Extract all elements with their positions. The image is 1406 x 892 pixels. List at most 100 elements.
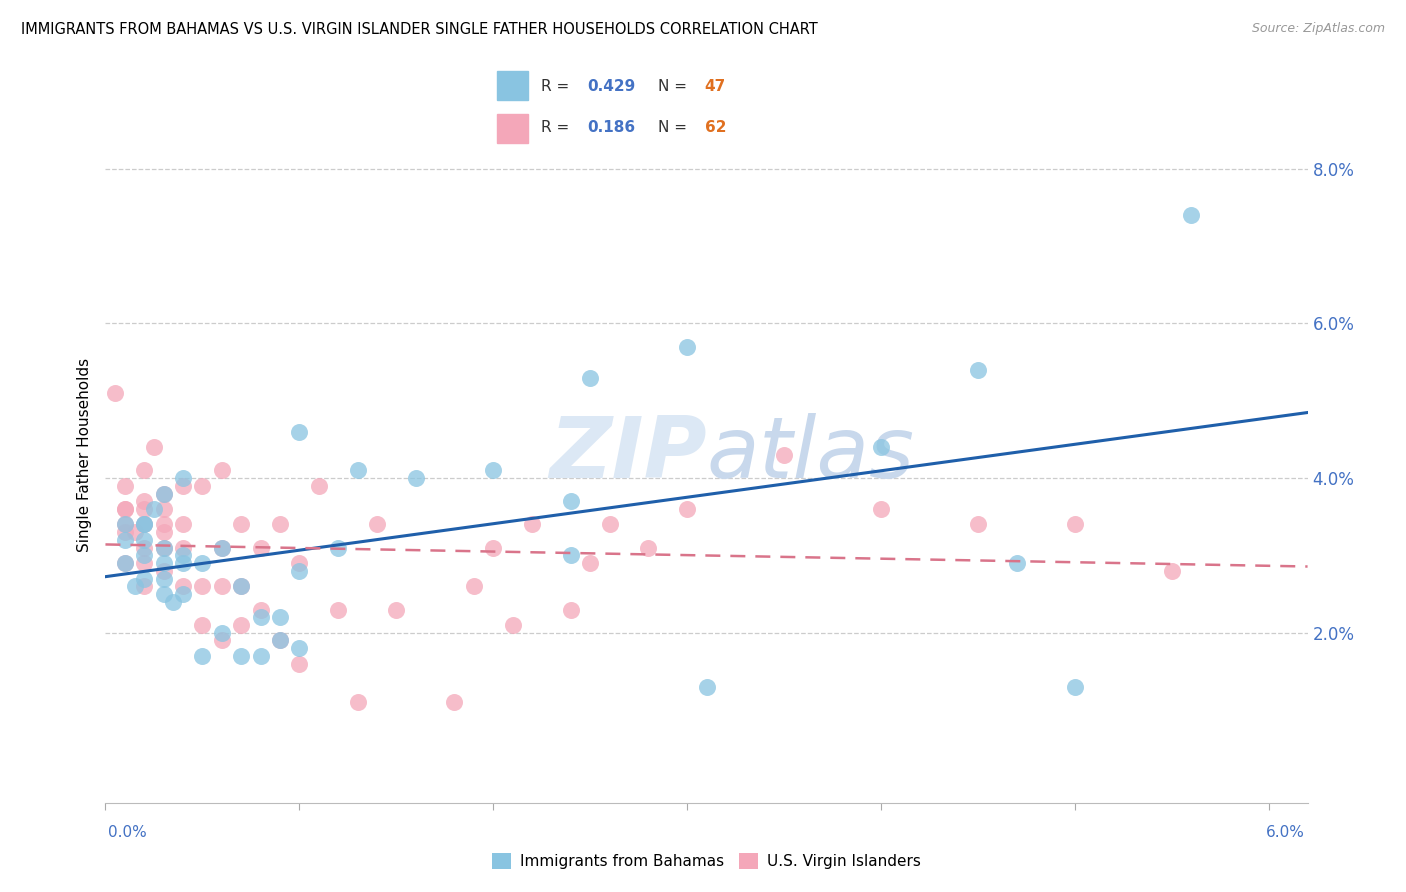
Point [269, 517, 291, 532]
Point [211, 541, 233, 555]
Point [463, 579, 485, 593]
Point [288, 556, 311, 570]
Point [134, 541, 156, 555]
Point [142, 440, 165, 454]
Point [114, 525, 136, 540]
Point [124, 525, 146, 540]
Point [520, 517, 543, 532]
Point [172, 479, 194, 493]
Text: IMMIGRANTS FROM BAHAMAS VS U.S. VIRGIN ISLANDER SINGLE FATHER HOUSEHOLDS CORRELA: IMMIGRANTS FROM BAHAMAS VS U.S. VIRGIN I… [21, 22, 818, 37]
Point [560, 549, 582, 563]
Point [249, 648, 271, 663]
Point [152, 517, 174, 532]
Point [172, 556, 194, 570]
Text: 6.0%: 6.0% [1265, 825, 1305, 839]
Point [191, 648, 214, 663]
Point [152, 587, 174, 601]
Point [1064, 517, 1087, 532]
Point [152, 541, 174, 555]
Point [114, 517, 136, 532]
Point [134, 494, 156, 508]
Text: 0.0%: 0.0% [108, 825, 148, 839]
Point [134, 533, 156, 547]
Bar [498, 114, 529, 143]
Point [579, 556, 602, 570]
Point [114, 502, 136, 516]
Point [124, 579, 146, 593]
Point [288, 564, 311, 578]
Point [385, 602, 408, 616]
Point [1064, 680, 1087, 694]
Point [482, 541, 505, 555]
Point [114, 533, 136, 547]
Point [288, 657, 311, 671]
Point [967, 517, 990, 532]
Point [231, 648, 253, 663]
Point [134, 556, 156, 570]
Point [152, 502, 174, 516]
Point [249, 602, 271, 616]
Point [134, 549, 156, 563]
Point [288, 641, 311, 656]
Point [211, 579, 233, 593]
Point [211, 625, 233, 640]
Bar [498, 71, 529, 100]
Point [870, 502, 893, 516]
Point [142, 502, 165, 516]
Point [162, 595, 184, 609]
Point [443, 695, 465, 709]
Point [249, 610, 271, 624]
Point [599, 517, 621, 532]
Point [269, 633, 291, 648]
Point [172, 579, 194, 593]
Point [104, 386, 127, 401]
Point [308, 479, 330, 493]
Point [134, 517, 156, 532]
Point [967, 363, 990, 377]
Point [288, 425, 311, 439]
Point [191, 479, 214, 493]
Point [773, 448, 796, 462]
Point [134, 463, 156, 477]
Point [191, 579, 214, 593]
Point [1180, 208, 1202, 222]
Text: 47: 47 [704, 79, 725, 94]
Point [134, 502, 156, 516]
Point [560, 602, 582, 616]
Y-axis label: Single Father Households: Single Father Households [76, 358, 91, 552]
Point [134, 579, 156, 593]
Point [1005, 556, 1028, 570]
Point [326, 602, 349, 616]
Text: R =: R = [541, 79, 574, 94]
Point [114, 479, 136, 493]
Point [366, 517, 388, 532]
Text: N =: N = [658, 79, 692, 94]
Point [211, 633, 233, 648]
Point [502, 618, 524, 632]
Point [114, 556, 136, 570]
Point [152, 556, 174, 570]
Point [152, 486, 174, 500]
Point [114, 556, 136, 570]
Point [579, 370, 602, 384]
Point [211, 541, 233, 555]
Point [211, 463, 233, 477]
Point [1160, 564, 1182, 578]
Point [231, 579, 253, 593]
Point [152, 572, 174, 586]
Text: N =: N = [658, 120, 692, 135]
Point [346, 695, 368, 709]
Text: Source: ZipAtlas.com: Source: ZipAtlas.com [1251, 22, 1385, 36]
Point [191, 556, 214, 570]
Point [346, 463, 368, 477]
Point [134, 517, 156, 532]
Point [269, 610, 291, 624]
Point [114, 517, 136, 532]
Point [676, 340, 699, 354]
Point [870, 440, 893, 454]
Text: 62: 62 [704, 120, 725, 135]
Point [152, 541, 174, 555]
Point [560, 494, 582, 508]
Point [152, 525, 174, 540]
Point [326, 541, 349, 555]
